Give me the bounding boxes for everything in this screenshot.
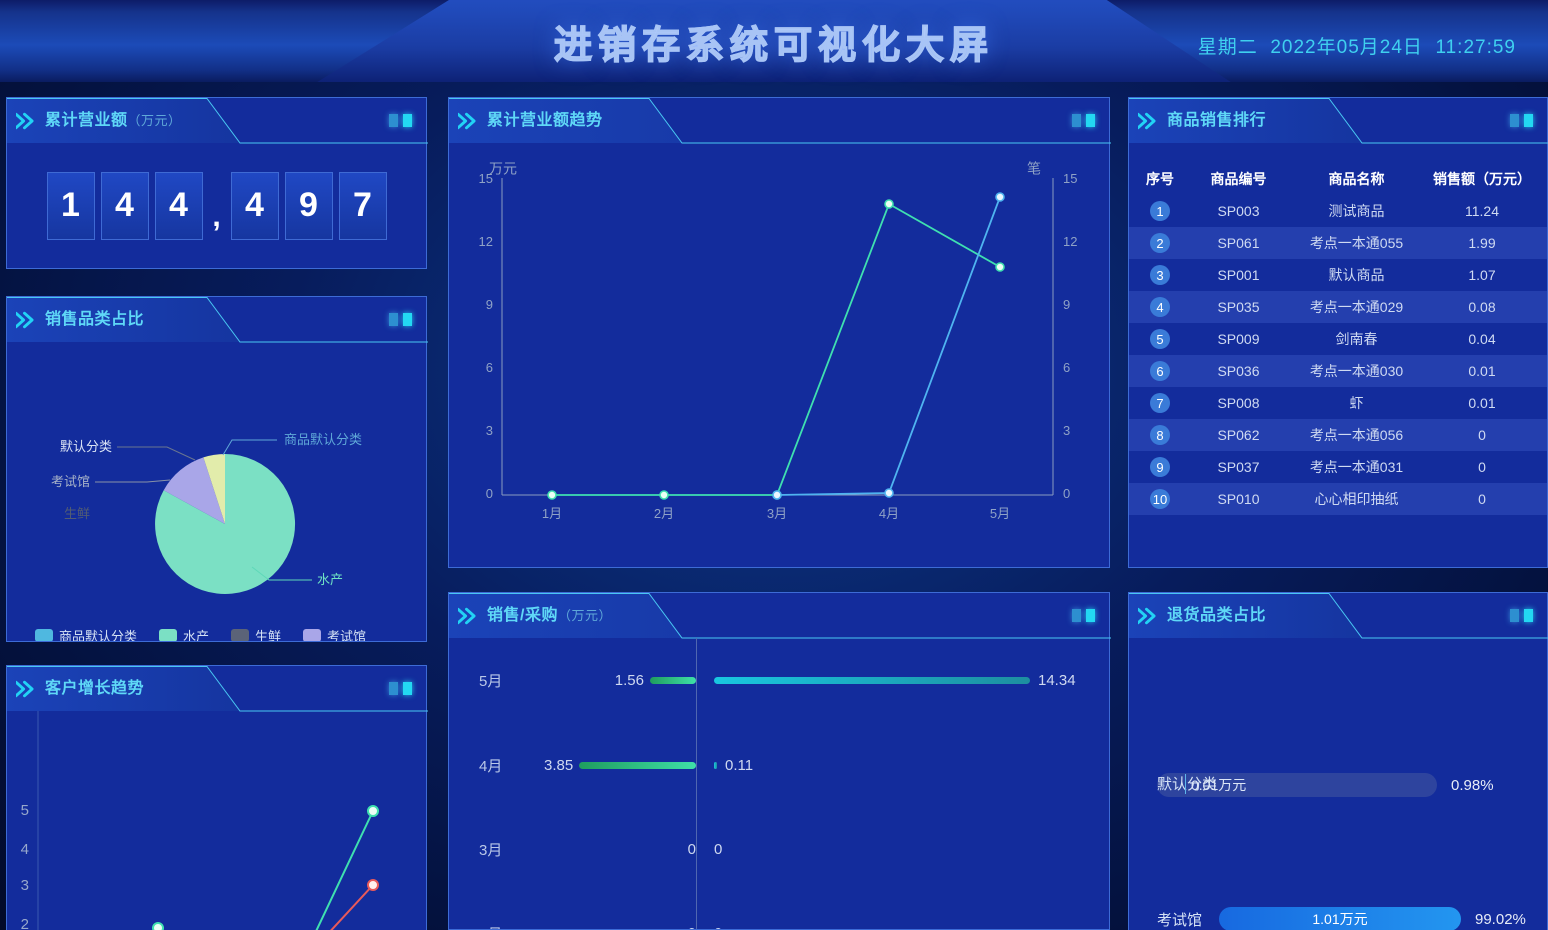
svg-text:3: 3 [1063, 423, 1070, 438]
svg-text:5月: 5月 [990, 506, 1010, 521]
svg-text:15: 15 [479, 171, 493, 186]
svg-text:9: 9 [1063, 297, 1070, 312]
svg-text:12: 12 [479, 234, 493, 249]
svg-text:笔: 笔 [1027, 160, 1041, 176]
svg-text:0: 0 [1063, 486, 1070, 501]
svg-text:生鲜: 生鲜 [64, 506, 90, 521]
svg-text:水产: 水产 [317, 572, 343, 587]
svg-text:考试馆: 考试馆 [51, 474, 90, 489]
svg-text:15: 15 [1063, 171, 1077, 186]
svg-text:5: 5 [21, 802, 29, 819]
svg-text:1月: 1月 [542, 506, 562, 521]
svg-text:2: 2 [21, 916, 29, 930]
svg-text:2月: 2月 [654, 506, 674, 521]
svg-text:0: 0 [486, 486, 493, 501]
svg-text:3月: 3月 [767, 506, 787, 521]
svg-text:6: 6 [1063, 360, 1070, 375]
svg-text:默认分类: 默认分类 [60, 439, 112, 454]
svg-text:万元: 万元 [489, 160, 517, 176]
svg-text:4: 4 [21, 841, 29, 858]
svg-text:12: 12 [1063, 234, 1077, 249]
svg-text:商品默认分类: 商品默认分类 [284, 432, 362, 447]
svg-text:9: 9 [486, 297, 493, 312]
svg-text:3: 3 [486, 423, 493, 438]
svg-text:3: 3 [21, 877, 29, 894]
svg-text:4月: 4月 [879, 506, 899, 521]
svg-text:6: 6 [486, 360, 493, 375]
